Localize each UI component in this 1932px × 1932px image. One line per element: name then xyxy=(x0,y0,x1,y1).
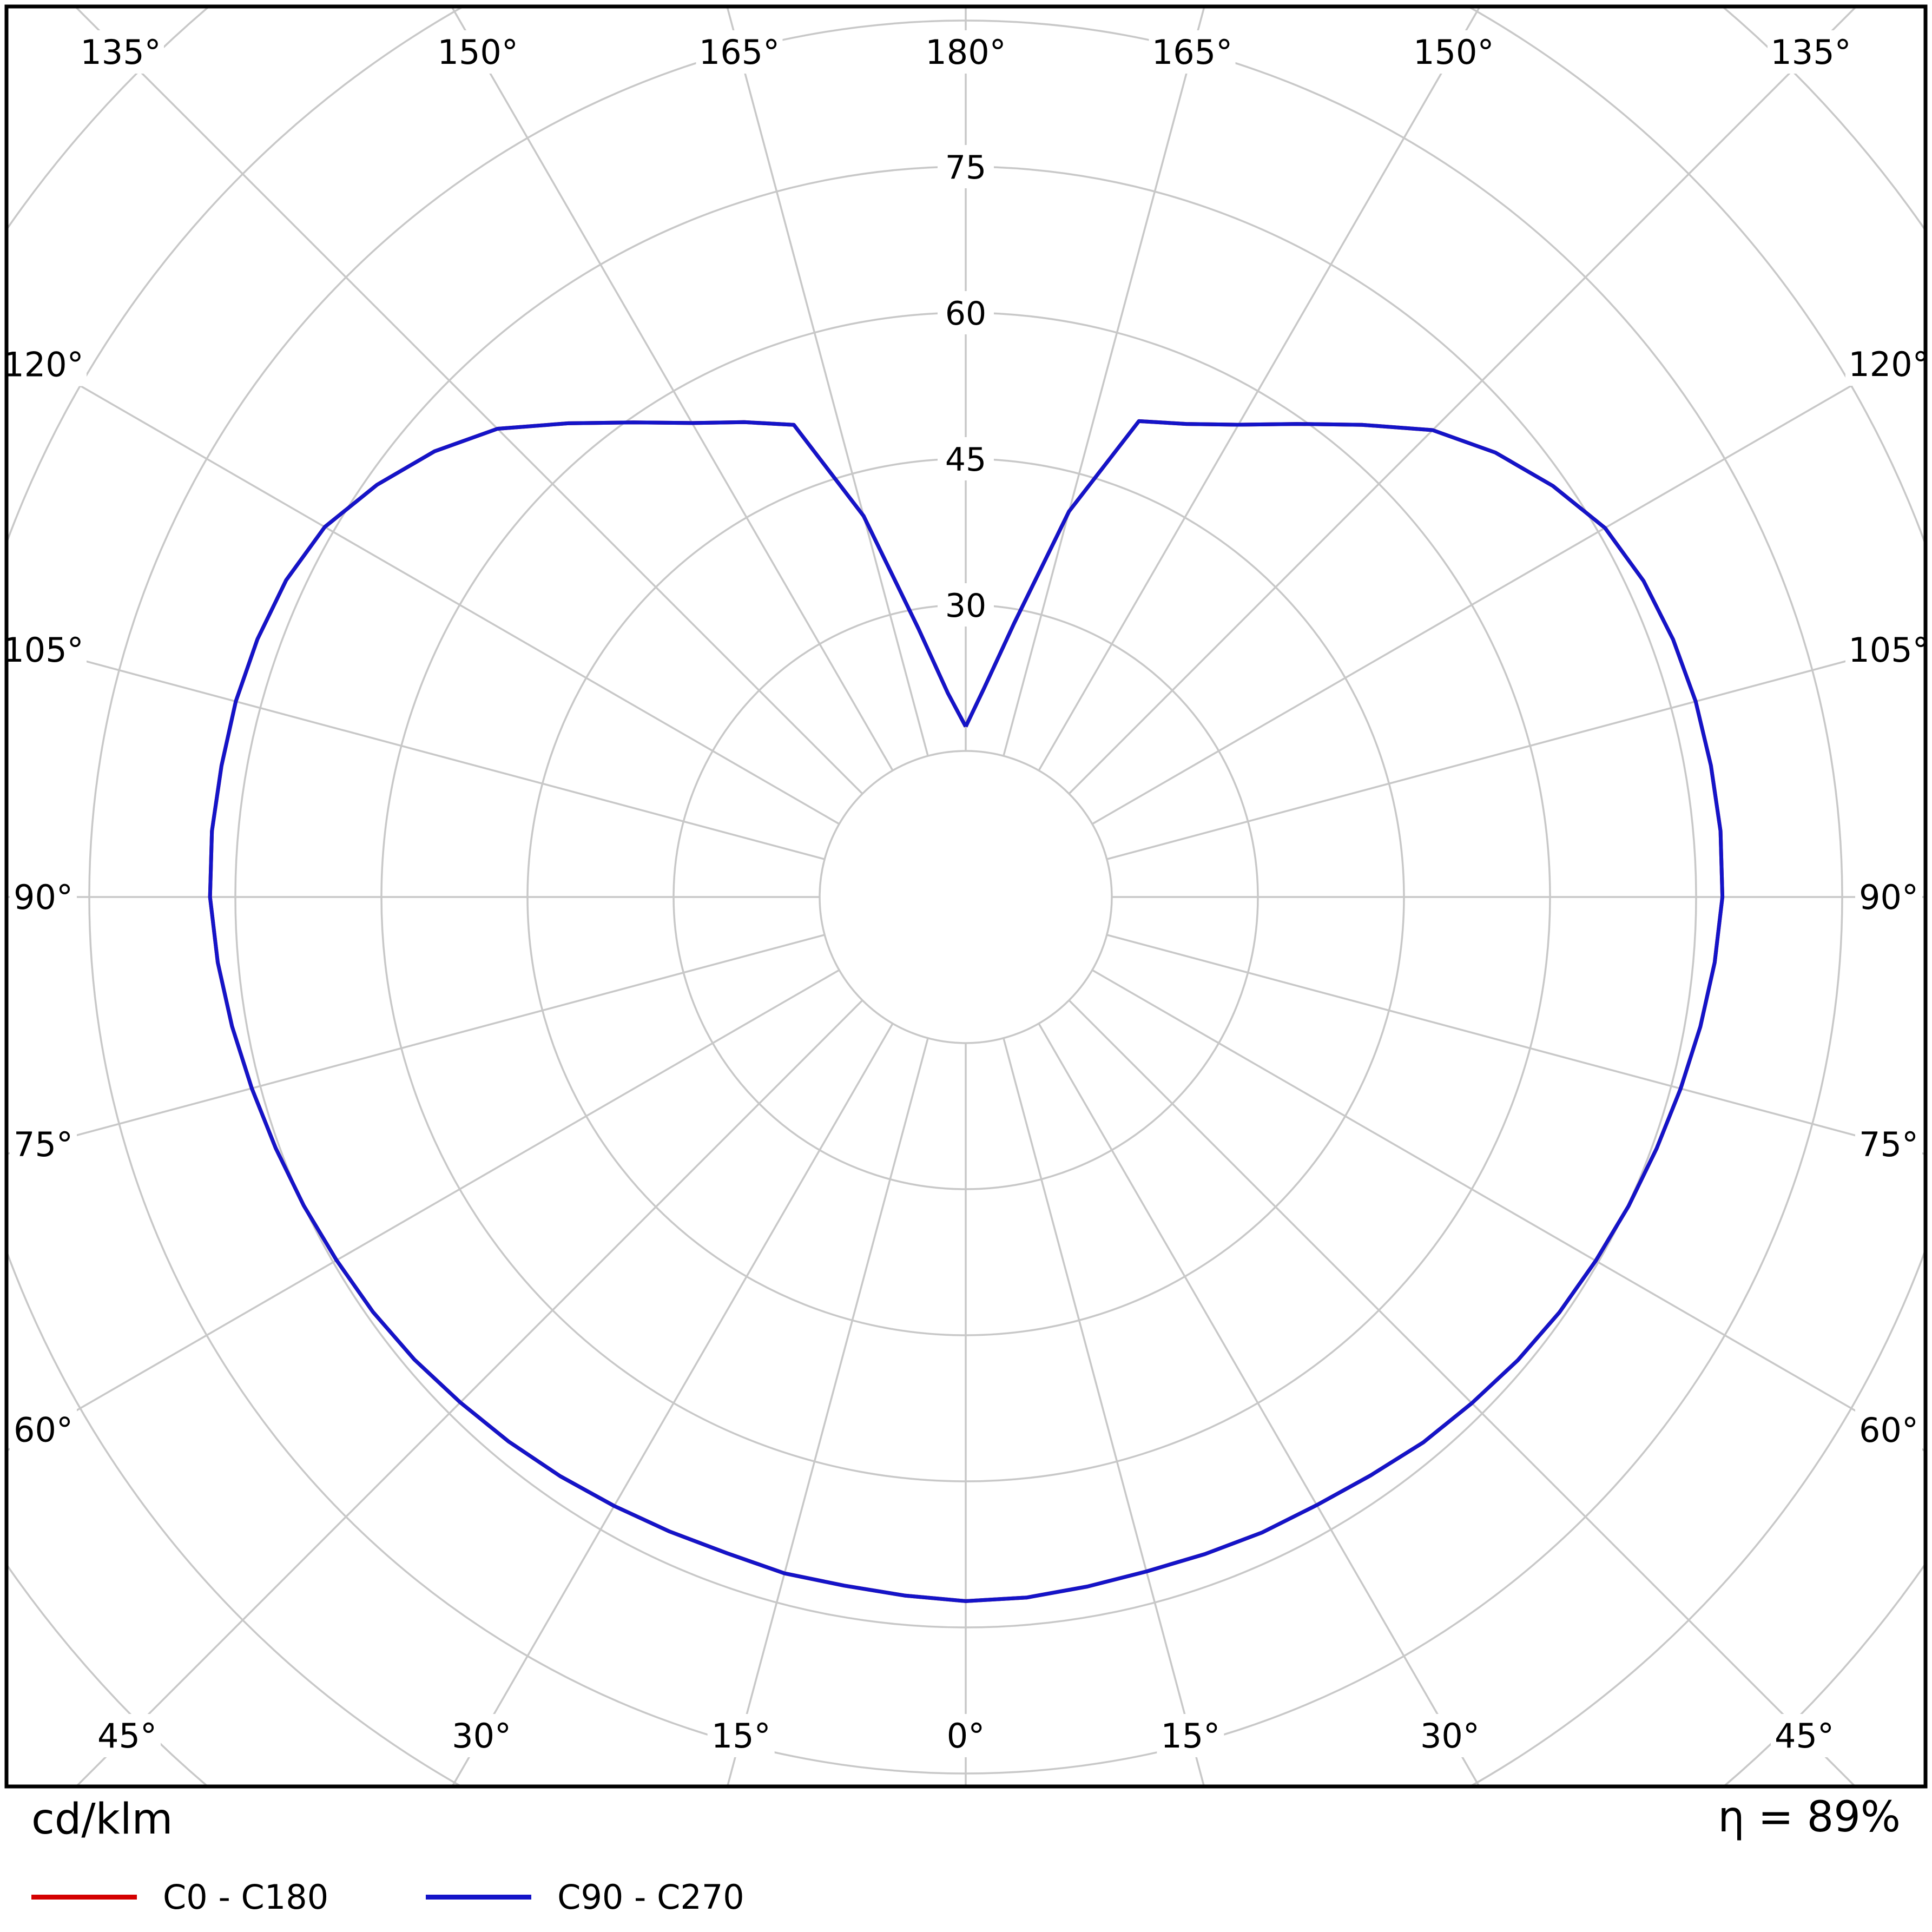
legend-line-c0-c180-icon xyxy=(31,1895,137,1900)
svg-text:105°: 105° xyxy=(3,630,83,670)
svg-text:135°: 135° xyxy=(80,32,161,72)
svg-text:135°: 135° xyxy=(1770,32,1851,72)
legend-label-c90-c270: C90 - C270 xyxy=(557,1877,744,1917)
svg-text:45: 45 xyxy=(945,441,986,479)
svg-text:165°: 165° xyxy=(1152,32,1232,72)
svg-text:45°: 45° xyxy=(1775,1716,1834,1756)
efficiency-label: η = 89% xyxy=(1718,1793,1901,1842)
svg-text:75°: 75° xyxy=(14,1125,73,1164)
legend: C0 - C180 C90 - C270 xyxy=(31,1877,842,1917)
svg-text:120°: 120° xyxy=(1848,345,1929,384)
svg-text:150°: 150° xyxy=(1413,32,1494,72)
legend-item-c0-c180: C0 - C180 xyxy=(31,1877,328,1917)
svg-text:60°: 60° xyxy=(1859,1410,1918,1450)
svg-text:45°: 45° xyxy=(97,1716,157,1756)
svg-text:15°: 15° xyxy=(711,1716,771,1756)
units-label: cd/klm xyxy=(31,1795,173,1844)
legend-item-c90-c270: C90 - C270 xyxy=(426,1877,744,1917)
svg-text:75: 75 xyxy=(945,149,986,187)
svg-text:180°: 180° xyxy=(925,32,1006,72)
svg-text:0°: 0° xyxy=(947,1716,985,1756)
svg-text:30°: 30° xyxy=(452,1716,511,1756)
svg-text:60: 60 xyxy=(945,295,986,333)
svg-text:105°: 105° xyxy=(1848,630,1929,670)
legend-line-c90-c270-icon xyxy=(426,1895,532,1900)
svg-text:60°: 60° xyxy=(14,1410,73,1449)
svg-text:30°: 30° xyxy=(1420,1716,1480,1756)
svg-text:150°: 150° xyxy=(438,32,518,72)
svg-text:120°: 120° xyxy=(3,345,83,385)
svg-text:165°: 165° xyxy=(699,32,780,72)
svg-text:90°: 90° xyxy=(14,878,73,917)
svg-text:30: 30 xyxy=(945,587,986,625)
legend-label-c0-c180: C0 - C180 xyxy=(163,1877,329,1917)
svg-text:90°: 90° xyxy=(1859,878,1918,917)
svg-text:75°: 75° xyxy=(1859,1125,1918,1164)
svg-text:15°: 15° xyxy=(1160,1716,1220,1756)
